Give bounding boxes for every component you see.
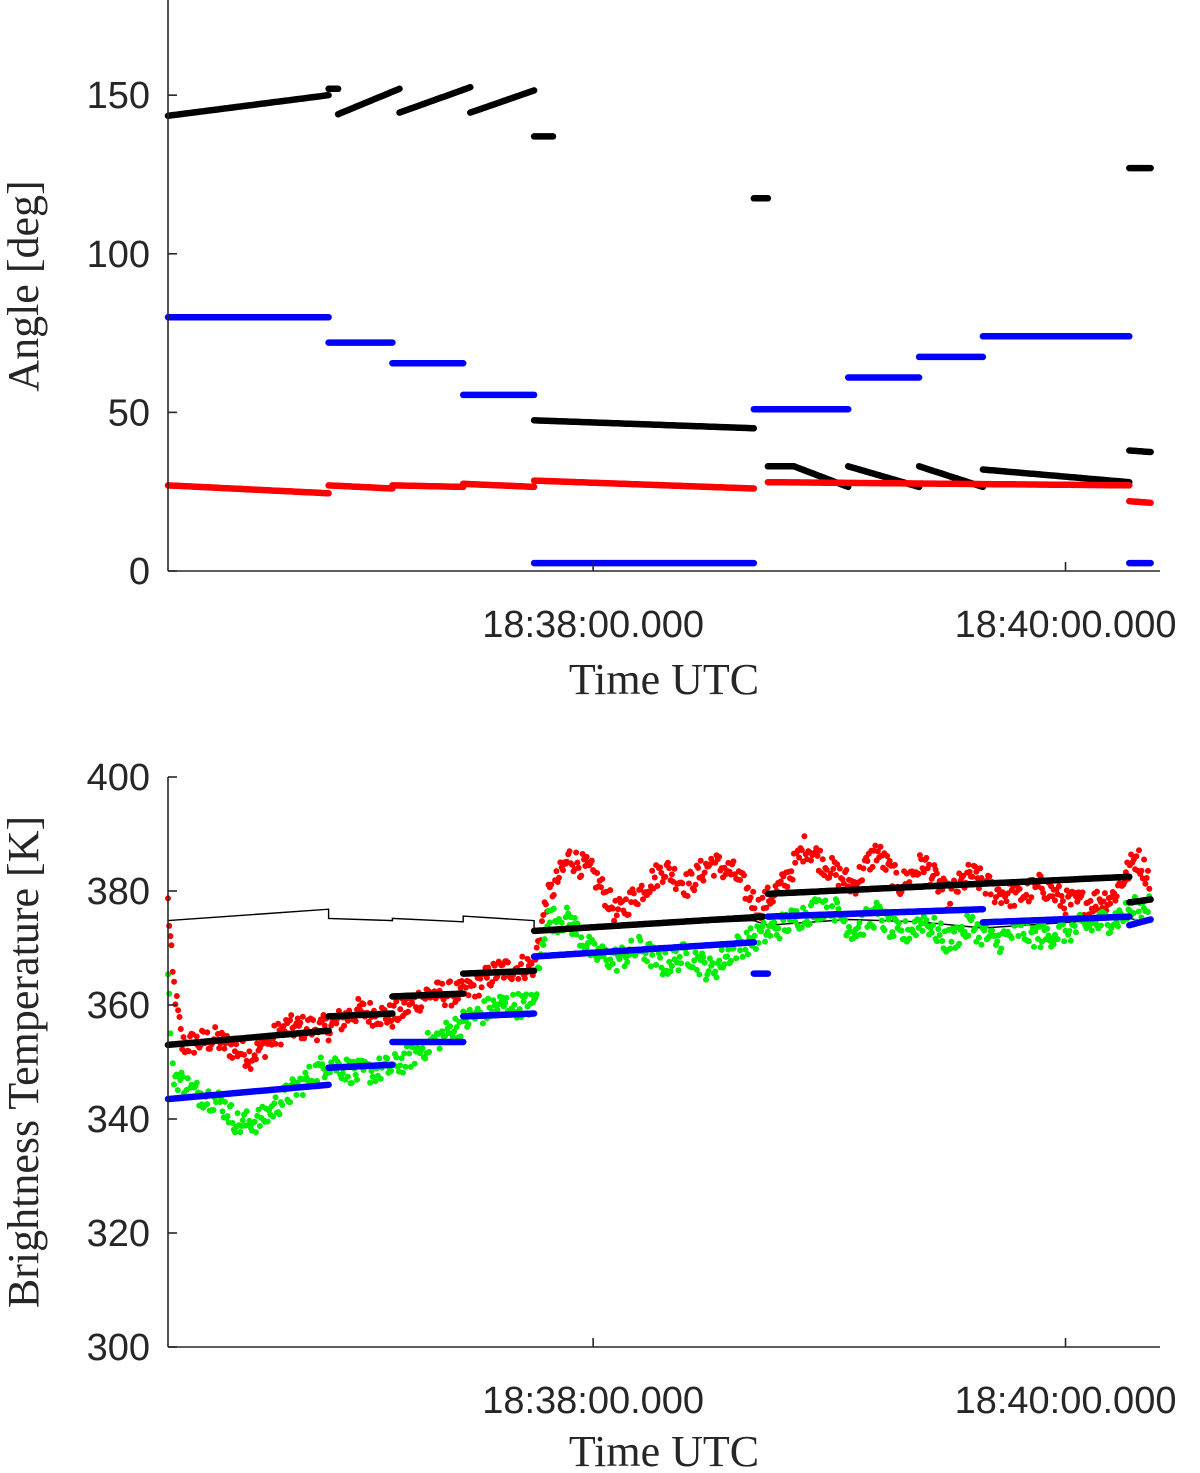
angle-x-tick-label-1: 18:40:00.000 bbox=[955, 604, 1177, 646]
angle-y-tick-label-0: 0 bbox=[129, 551, 150, 593]
brightness-red-points-17 bbox=[637, 862, 666, 903]
brightness-black-segment-0 bbox=[164, 1027, 332, 1049]
brightness-x-axis-title: Time UTC bbox=[569, 1427, 759, 1473]
brightness-x-tick-label-0: 18:38:00.000 bbox=[482, 1380, 704, 1422]
angle-series-blue bbox=[164, 313, 1154, 567]
brightness-blue-segment-4 bbox=[530, 939, 758, 960]
brightness-blue-segment-7 bbox=[979, 913, 1133, 926]
brightness-green-points-4 bbox=[235, 1106, 265, 1136]
angle-red-segment-6 bbox=[1126, 497, 1154, 507]
brightness-red-points-32 bbox=[991, 880, 1020, 910]
brightness-red-points-24 bbox=[802, 845, 831, 881]
brightness-thin-line bbox=[167, 908, 1151, 931]
brightness-red-points-26 bbox=[850, 842, 879, 897]
angle-red-segment-2 bbox=[389, 482, 467, 491]
brightness-red-points-34 bbox=[1038, 879, 1068, 912]
brightness-black-segment-5 bbox=[764, 873, 1133, 898]
brightness-red-points-13 bbox=[542, 851, 572, 915]
brightness-red-points-38 bbox=[1133, 847, 1153, 892]
brightness-red-points-14 bbox=[566, 848, 595, 881]
angle-plot-marks bbox=[164, 83, 1154, 567]
brightness-red-points-29 bbox=[920, 854, 950, 895]
brightness-y-tick-label-5: 400 bbox=[87, 757, 150, 799]
angle-red-segment-0 bbox=[164, 482, 332, 497]
angle-black-segment-0 bbox=[164, 91, 332, 120]
brightness-green-points-21 bbox=[708, 945, 737, 981]
brightness-red-points-19 bbox=[684, 857, 713, 899]
brightness-y-tick-label-1: 320 bbox=[87, 1213, 150, 1255]
brightness-series-black bbox=[164, 873, 1154, 1049]
brightness-y-axis-title: Brightness Temperature [K] bbox=[0, 816, 48, 1308]
angle-y-tick-label-3: 150 bbox=[87, 75, 150, 117]
brightness-black-segment-4 bbox=[530, 913, 767, 935]
brightness-green-points-20 bbox=[684, 949, 713, 983]
brightness-blue-segment-0 bbox=[164, 1081, 332, 1103]
brightness-green-points-35 bbox=[1038, 920, 1068, 950]
angle-black-segment-3 bbox=[396, 83, 474, 116]
brightness-red-points-36 bbox=[1086, 888, 1115, 918]
brightness-green-points-29 bbox=[897, 916, 926, 945]
angle-black-segment-6 bbox=[530, 417, 758, 432]
angle-series-red bbox=[164, 477, 1154, 507]
brightness-red-points-15 bbox=[590, 867, 619, 924]
brightness-black-segment-2 bbox=[389, 990, 467, 1000]
brightness-x-tick-label-1: 18:40:00.000 bbox=[955, 1380, 1177, 1422]
angle-black-segment-2 bbox=[334, 85, 403, 118]
angle-red-segment-3 bbox=[459, 480, 538, 491]
brightness-green-points-23 bbox=[755, 913, 784, 946]
brightness-green-points-30 bbox=[920, 913, 950, 955]
brightness-red-points-35 bbox=[1062, 887, 1091, 919]
brightness-blue-segment-6 bbox=[764, 905, 987, 920]
brightness-ticks: 300 320 340 360 380 400 18:38:00.000 18:40:00.0… bbox=[87, 757, 1177, 1422]
brightness-green-points-31 bbox=[944, 912, 973, 954]
angle-y-tick-label-1: 50 bbox=[108, 392, 150, 434]
angle-series-black bbox=[164, 83, 1154, 491]
brightness-red-points-23 bbox=[779, 833, 808, 890]
brightness-plot-marks bbox=[164, 833, 1154, 1136]
angle-black-segment-4 bbox=[467, 87, 538, 116]
brightness-red-points-20 bbox=[708, 852, 737, 881]
angle-ticks: 0 50 100 150 18:38:00.000 18:40:00.000 bbox=[87, 75, 1177, 646]
brightness-series-blue bbox=[164, 905, 1154, 1103]
brightness-green-points-32 bbox=[968, 913, 997, 948]
angle-red-segment-1 bbox=[325, 482, 396, 492]
brightness-blue-segment-1 bbox=[325, 1061, 396, 1071]
angle-red-segment-5 bbox=[764, 478, 1133, 489]
angle-y-axis-title: Angle [deg] bbox=[0, 180, 48, 391]
brightness-y-tick-label-4: 380 bbox=[87, 871, 150, 913]
brightness-black-segment-1 bbox=[325, 1010, 396, 1020]
angle-y-tick-label-2: 100 bbox=[87, 234, 150, 276]
brightness-y-tick-label-3: 360 bbox=[87, 985, 150, 1027]
brightness-red-points-2 bbox=[179, 1027, 217, 1056]
brightness-green-points-3 bbox=[217, 1095, 241, 1136]
brightness-black-segment-6 bbox=[1126, 896, 1154, 906]
angle-black-segment-12 bbox=[979, 466, 1133, 486]
brightness-blue-segment-8 bbox=[1126, 916, 1154, 929]
brightness-y-tick-label-2: 340 bbox=[87, 1099, 150, 1141]
brightness-red-points-16 bbox=[613, 886, 643, 919]
brightness-temperature-plot: 300 320 340 360 380 400 18:38:00.000 18:40:00.0… bbox=[0, 757, 1176, 1473]
angle-red-segment-4 bbox=[530, 477, 758, 492]
angle-x-tick-label-0: 18:38:00.000 bbox=[482, 604, 704, 646]
brightness-black-segment-3 bbox=[459, 967, 538, 977]
brightness-green-points-34 bbox=[1015, 918, 1044, 951]
brightness-y-tick-label-0: 300 bbox=[87, 1327, 150, 1369]
brightness-blue-segment-3 bbox=[459, 1010, 538, 1020]
angle-black-segment-14 bbox=[1126, 447, 1154, 456]
angle-plot: 0 50 100 150 18:38:00.000 18:40:00.000 Time U… bbox=[0, 0, 1176, 704]
brightness-series-red bbox=[165, 833, 1153, 1072]
angle-x-axis-title: Time UTC bbox=[569, 655, 759, 704]
